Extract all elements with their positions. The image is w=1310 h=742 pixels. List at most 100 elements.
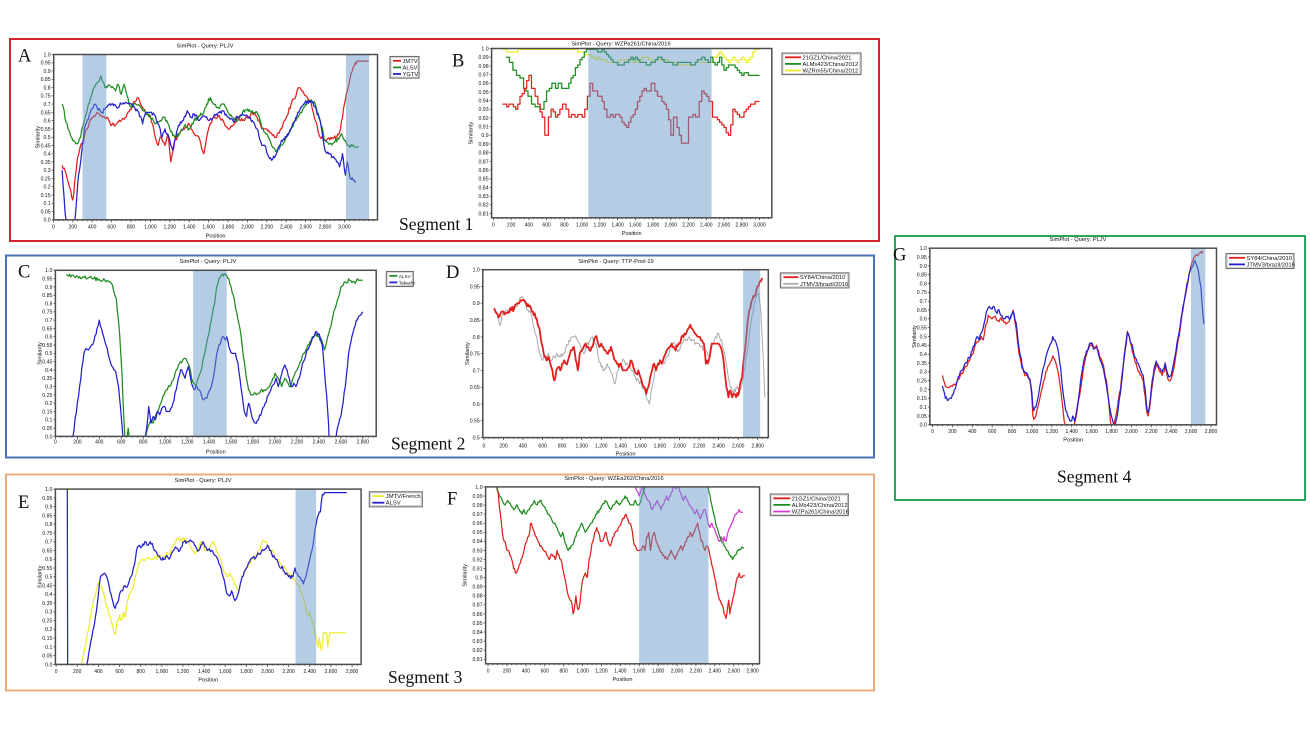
svg-text:0.95: 0.95 [41, 61, 51, 67]
svg-text:0.2: 0.2 [920, 387, 927, 393]
svg-text:2,000: 2,000 [1125, 429, 1138, 435]
svg-text:0: 0 [54, 440, 57, 446]
svg-text:Similarity: Similarity [469, 122, 475, 145]
svg-text:JTMV3/brazil/2016: JTMV3/brazil/2016 [1247, 262, 1295, 268]
svg-text:0.8: 0.8 [45, 522, 52, 528]
svg-text:Position: Position [616, 452, 636, 458]
svg-text:2,400: 2,400 [304, 669, 317, 675]
svg-text:E: E [18, 493, 29, 513]
svg-text:1.0: 1.0 [45, 487, 52, 493]
svg-text:0.1: 0.1 [43, 201, 50, 207]
svg-text:0.45: 0.45 [42, 360, 52, 366]
svg-text:Similarity: Similarity [37, 342, 43, 365]
svg-text:600: 600 [541, 669, 550, 675]
svg-text:0: 0 [492, 223, 495, 229]
svg-text:0.15: 0.15 [42, 636, 52, 642]
svg-text:0.45: 0.45 [41, 143, 51, 149]
svg-text:1,000: 1,000 [576, 669, 589, 675]
svg-text:0.96: 0.96 [478, 81, 488, 87]
svg-text:0.45: 0.45 [42, 583, 52, 589]
svg-text:400: 400 [95, 440, 104, 446]
svg-text:Similarity: Similarity [36, 126, 42, 149]
svg-text:0: 0 [55, 669, 58, 675]
svg-text:0.6: 0.6 [43, 119, 50, 125]
svg-text:0.1: 0.1 [920, 405, 927, 411]
svg-text:0: 0 [483, 444, 486, 450]
svg-text:2,200: 2,200 [261, 225, 274, 231]
svg-text:1,200: 1,200 [1046, 429, 1059, 435]
svg-text:0.75: 0.75 [41, 94, 51, 100]
svg-text:0.95: 0.95 [42, 277, 52, 283]
svg-text:2,600: 2,600 [732, 444, 745, 450]
svg-text:0.7: 0.7 [473, 368, 480, 374]
svg-text:0.5: 0.5 [45, 575, 52, 581]
svg-text:0.7: 0.7 [920, 299, 927, 305]
svg-text:2,600: 2,600 [718, 223, 731, 229]
svg-text:21GZ1/China/2021: 21GZ1/China/2021 [792, 496, 841, 502]
svg-text:0.6: 0.6 [45, 335, 52, 341]
svg-text:0.9: 0.9 [45, 505, 52, 511]
svg-text:0.55: 0.55 [917, 326, 927, 332]
svg-text:0.1: 0.1 [45, 418, 52, 424]
svg-text:0.75: 0.75 [42, 531, 52, 537]
svg-text:Position: Position [206, 234, 226, 240]
svg-text:WZPa261/China/2016: WZPa261/China/2016 [792, 510, 849, 516]
svg-text:2,000: 2,000 [673, 444, 686, 450]
svg-text:1.0: 1.0 [45, 268, 52, 274]
svg-text:B: B [452, 52, 464, 72]
svg-text:Position: Position [613, 677, 633, 683]
svg-text:0.83: 0.83 [472, 639, 482, 645]
svg-text:0.0: 0.0 [920, 423, 927, 429]
svg-text:0.88: 0.88 [478, 151, 488, 157]
svg-text:0.9: 0.9 [475, 576, 482, 582]
svg-text:Segment 1: Segment 1 [399, 214, 473, 234]
svg-text:0.98: 0.98 [478, 64, 488, 70]
svg-text:1,800: 1,800 [654, 444, 667, 450]
svg-text:800: 800 [1008, 429, 1017, 435]
svg-text:2,600: 2,600 [325, 669, 338, 675]
svg-text:2,600: 2,600 [727, 669, 740, 675]
svg-text:2,200: 2,200 [693, 444, 706, 450]
svg-text:1,200: 1,200 [164, 225, 177, 231]
svg-text:1,400: 1,400 [198, 669, 211, 675]
svg-text:1,200: 1,200 [595, 444, 608, 450]
svg-text:400: 400 [519, 444, 528, 450]
svg-text:2,000: 2,000 [269, 440, 282, 446]
svg-text:1,000: 1,000 [156, 669, 169, 675]
svg-text:2,000: 2,000 [241, 225, 254, 231]
svg-text:400: 400 [968, 429, 977, 435]
svg-text:0.55: 0.55 [42, 343, 52, 349]
svg-text:1,000: 1,000 [1026, 429, 1039, 435]
svg-text:1,400: 1,400 [1065, 429, 1078, 435]
svg-text:Takachi: Takachi [399, 280, 415, 285]
svg-text:0.0: 0.0 [45, 434, 52, 440]
svg-text:2,000: 2,000 [665, 223, 678, 229]
svg-text:600: 600 [538, 444, 547, 450]
svg-text:0.55: 0.55 [470, 419, 480, 425]
svg-text:G: G [893, 246, 906, 266]
svg-text:0.9: 0.9 [473, 301, 480, 307]
svg-text:0.0: 0.0 [45, 662, 52, 668]
svg-text:0.89: 0.89 [478, 142, 488, 148]
svg-text:0.7: 0.7 [43, 102, 50, 108]
svg-text:200: 200 [948, 429, 957, 435]
svg-text:0.92: 0.92 [478, 116, 488, 122]
svg-text:1,600: 1,600 [633, 669, 646, 675]
svg-text:WZRm55/China/2012: WZRm55/China/2012 [803, 69, 859, 75]
svg-text:0.94: 0.94 [478, 99, 488, 105]
svg-text:3,000: 3,000 [753, 223, 766, 229]
svg-text:0.85: 0.85 [42, 513, 52, 519]
svg-text:D: D [446, 263, 459, 283]
svg-text:3,000: 3,000 [338, 225, 351, 231]
svg-text:2,400: 2,400 [1165, 429, 1178, 435]
svg-text:200: 200 [499, 444, 508, 450]
svg-text:C: C [18, 263, 30, 283]
svg-text:0.8: 0.8 [920, 281, 927, 287]
svg-text:Position: Position [198, 678, 218, 684]
svg-text:0.25: 0.25 [917, 379, 927, 385]
svg-text:1.0: 1.0 [920, 246, 927, 252]
svg-text:0.5: 0.5 [45, 351, 52, 357]
svg-text:Similarity: Similarity [37, 565, 43, 588]
svg-text:0.7: 0.7 [45, 318, 52, 324]
svg-text:2,200: 2,200 [291, 440, 304, 446]
